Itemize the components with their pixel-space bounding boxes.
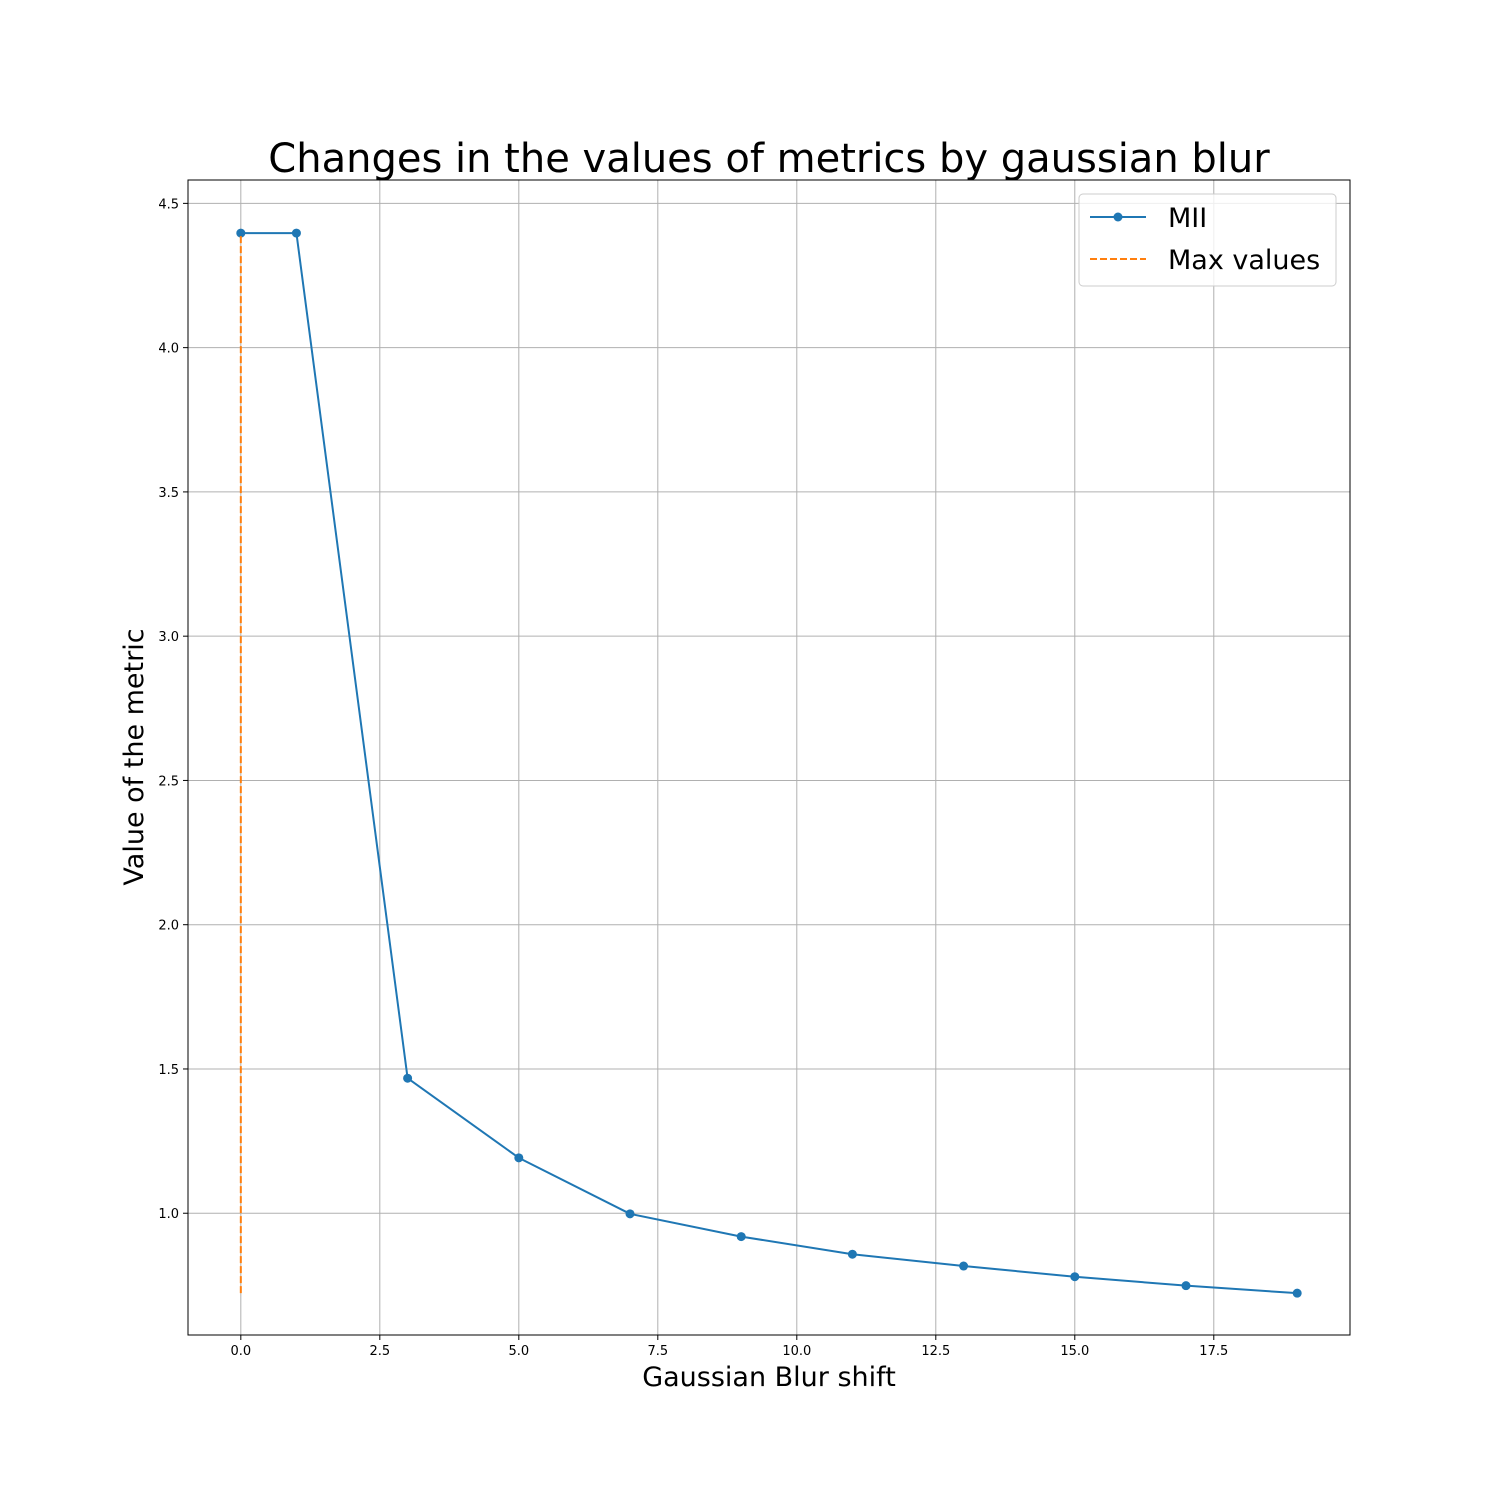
y-tick-label: 3.5 [158,486,179,501]
x-tick-label: 2.5 [369,1344,390,1359]
x-axis-label: Gaussian Blur shift [642,1362,896,1393]
x-tick-label: 0.0 [230,1344,251,1359]
legend-mii-label: MII [1168,203,1207,234]
grid [188,180,1350,1335]
series-mii-point [403,1073,413,1083]
y-tick-label: 2.0 [158,919,179,934]
y-tick-label: 3.0 [158,630,179,645]
legend: MII Max values [1078,193,1337,287]
ticks: 0.0 2.5 5.0 7.5 10.0 12.5 15.0 17.5 1.0 1.5 2.0 2.5… [158,197,1228,1359]
series-mii-point [514,1153,524,1163]
legend-max-label: Max values [1168,245,1320,276]
x-tick-label: 15.0 [1060,1344,1089,1359]
plot-frame [187,179,1351,1336]
y-tick-label: 2.5 [158,774,179,789]
x-tick-label: 5.0 [508,1344,529,1359]
series-mii-point [847,1249,857,1259]
x-tick-label: 7.5 [647,1344,668,1359]
x-tick-label: 17.5 [1199,1344,1228,1359]
series-mii-point [1070,1272,1080,1282]
series-layer [236,228,1302,1298]
y-tick-label: 1.5 [158,1063,179,1078]
series-mii-point [625,1209,635,1219]
y-tick-label: 4.0 [158,342,179,357]
series-mii-point [1181,1281,1191,1291]
series-mii-point [291,228,301,238]
x-tick-label: 10.0 [782,1344,811,1359]
y-tick-label: 4.5 [158,197,179,212]
series-mii-point [736,1232,746,1242]
x-tick-label: 12.5 [921,1344,950,1359]
y-tick-label: 1.0 [158,1207,179,1222]
chart-title: Changes in the values of metrics by gaus… [268,136,1270,182]
legend-mii-marker-icon [1113,212,1123,222]
y-axis-label: Value of the metric [119,628,150,885]
series-mii-point [959,1261,969,1271]
series-mii-point [1292,1288,1302,1298]
